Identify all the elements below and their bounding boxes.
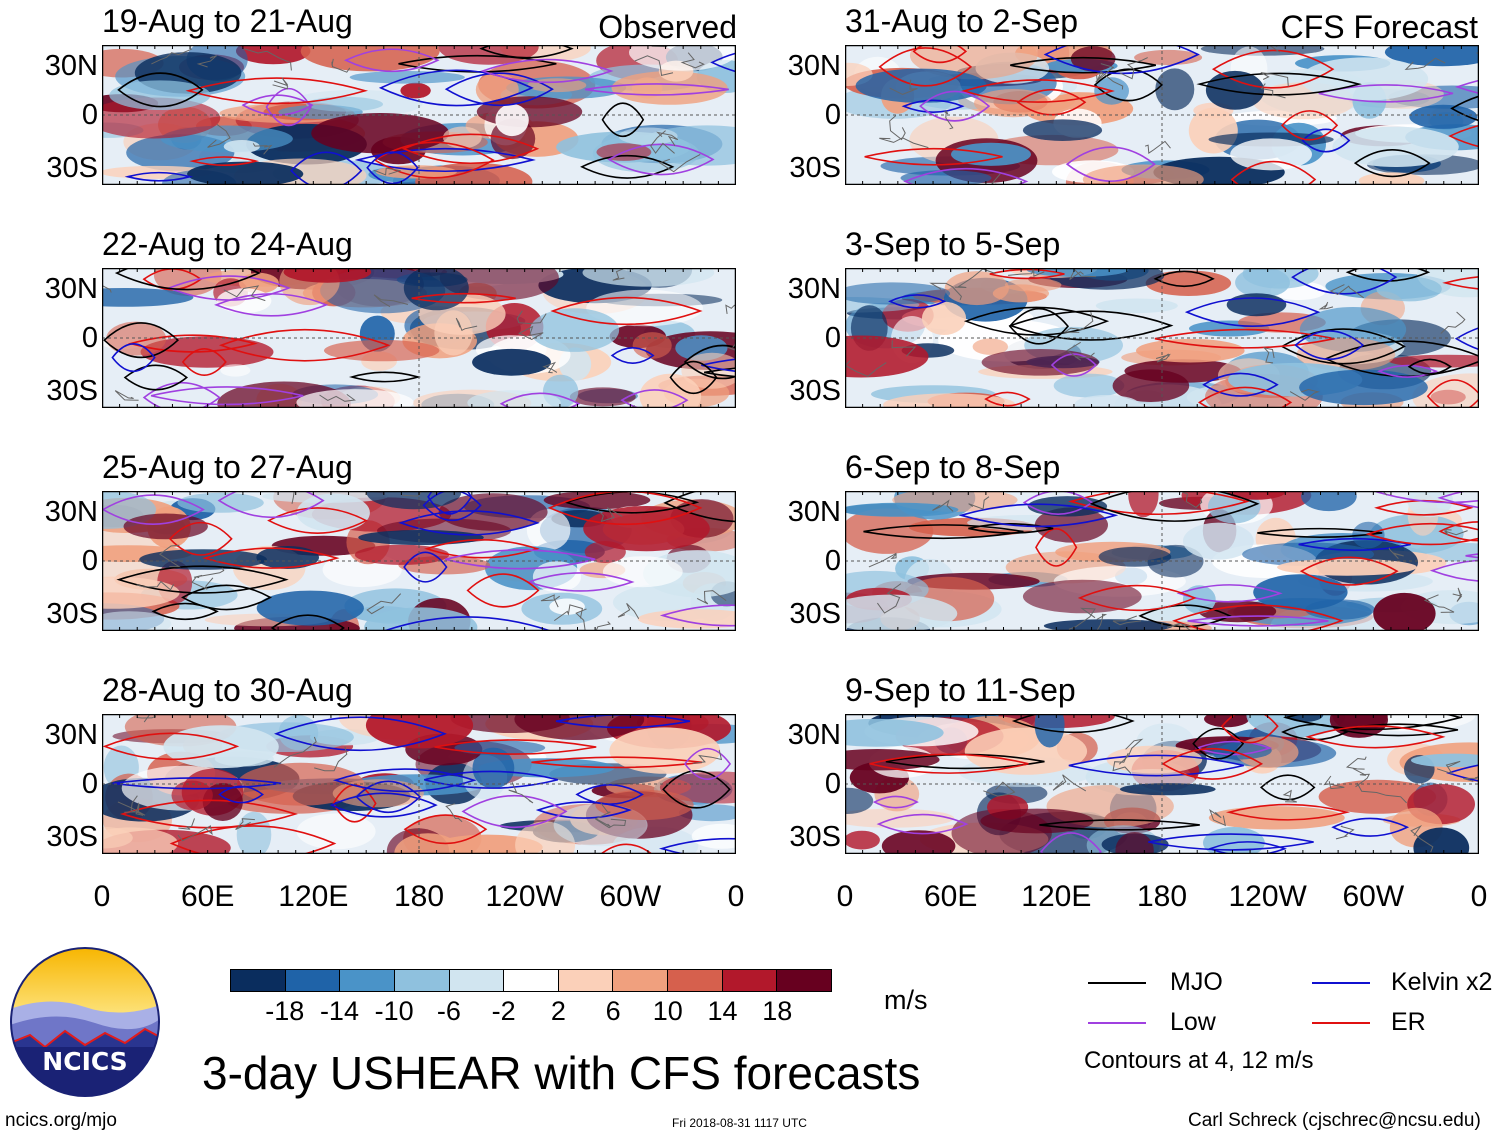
heatmap-panel [102,714,736,854]
timestamp: Fri 2018-08-31 1117 UTC [672,1116,807,1130]
ncics-logo: NCICS [10,947,160,1097]
legend-kelvin-line [1312,982,1370,984]
heatmap-panel [102,268,736,408]
author: Carl Schreck (cjschrec@ncsu.edu) [1188,1110,1481,1131]
y-tick-label: 0 [824,545,841,577]
y-tick-label: 30S [46,598,98,631]
colorbar-swatch [285,970,341,991]
legend-low-label: Low [1170,1008,1216,1036]
x-tick-label: 120W [485,880,564,913]
colorbar-swatch [668,970,723,991]
right-panel-title-0: 31-Aug to 2-Sep [845,3,1079,39]
y-tick-label: 0 [824,768,841,800]
y-tick-label: 0 [81,768,98,800]
legend-mjo-label: MJO [1170,968,1223,996]
heatmap-panel [845,491,1479,631]
x-tick-label: 120W [1228,880,1307,913]
x-tick-label: 180 [1136,880,1188,913]
colorbar-swatch [394,970,450,991]
x-tick-label: 60E [923,880,978,913]
colorbar-swatch [722,970,778,991]
units-label: m/s [884,985,928,1015]
right-panel-title-3: 9-Sep to 11-Sep [845,672,1076,708]
colorbar-label: -10 [374,996,414,1026]
y-tick-label: 30S [789,152,841,185]
colorbar [230,969,832,992]
y-tick-label: 30S [789,821,841,854]
y-tick-label: 30N [787,719,841,751]
forecast-tag: CFS Forecast [1280,9,1478,45]
y-tick-label: 30N [44,273,98,305]
legend-er-line [1312,1022,1370,1024]
observed-tag: Observed [598,9,737,45]
colorbar-label: -6 [436,996,461,1026]
colorbar-swatch [777,970,832,991]
right-panel-title-2: 6-Sep to 8-Sep [845,449,1061,485]
heatmap-panel [845,45,1479,185]
y-tick-label: 30N [787,496,841,528]
x-tick-label: 0 [1470,880,1488,913]
y-tick-label: 30N [44,496,98,528]
heatmap-panel [845,714,1479,854]
legend-low-line [1088,1022,1146,1024]
colorbar-label: -18 [265,996,305,1026]
x-tick-label: 120E [1021,880,1092,913]
x-tick-label: 0 [836,880,854,913]
left-panel-title-0: 19-Aug to 21-Aug [102,3,353,39]
colorbar-swatch [613,970,669,991]
heatmap-panel [102,45,736,185]
colorbar-swatch [449,970,505,991]
colorbar-label: 18 [762,996,793,1026]
x-tick-label: 0 [93,880,111,913]
x-tick-label: 60E [180,880,235,913]
x-tick-label: 120E [278,880,349,913]
y-tick-label: 30N [787,273,841,305]
y-tick-label: 30S [46,152,98,185]
y-tick-label: 30N [787,50,841,82]
heatmap-panel [102,491,736,631]
y-tick-label: 30S [789,598,841,631]
colorbar-swatch [504,970,559,991]
y-tick-label: 0 [824,99,841,131]
x-tick-label: 0 [727,880,745,913]
colorbar-swatch [558,970,614,991]
colorbar-label: -2 [491,996,516,1026]
logo-text: NCICS [42,1047,128,1076]
colorbar-swatch [340,970,395,991]
chart-title: 3-day USHEAR with CFS forecasts [202,1047,921,1099]
legend-mjo-line [1088,982,1146,984]
y-tick-label: 0 [81,322,98,354]
legend-er-label: ER [1391,1008,1426,1036]
left-panel-title-1: 22-Aug to 24-Aug [102,226,353,262]
colorbar-label: 10 [652,996,683,1026]
legend-kelvin-label: Kelvin x2 [1391,968,1493,996]
y-tick-label: 0 [824,322,841,354]
y-tick-label: 30S [789,375,841,408]
right-panel-title-1: 3-Sep to 5-Sep [845,226,1061,262]
y-tick-label: 0 [81,545,98,577]
colorbar-swatch [231,970,286,991]
y-tick-label: 30S [46,375,98,408]
y-tick-label: 30N [44,719,98,751]
colorbar-label: 2 [550,996,566,1026]
site-link[interactable]: ncics.org/mjo [5,1110,117,1131]
contour-note: Contours at 4, 12 m/s [1084,1047,1314,1074]
colorbar-label: 6 [605,996,621,1026]
heatmap-panel [845,268,1479,408]
colorbar-label: 14 [707,996,738,1026]
x-tick-label: 180 [393,880,445,913]
y-tick-label: 30N [44,50,98,82]
y-tick-label: 0 [81,99,98,131]
x-tick-label: 60W [1342,880,1405,913]
y-tick-label: 30S [46,821,98,854]
x-tick-label: 60W [599,880,662,913]
colorbar-label: -14 [319,996,359,1026]
left-panel-title-3: 28-Aug to 30-Aug [102,672,353,708]
left-panel-title-2: 25-Aug to 27-Aug [102,449,353,485]
